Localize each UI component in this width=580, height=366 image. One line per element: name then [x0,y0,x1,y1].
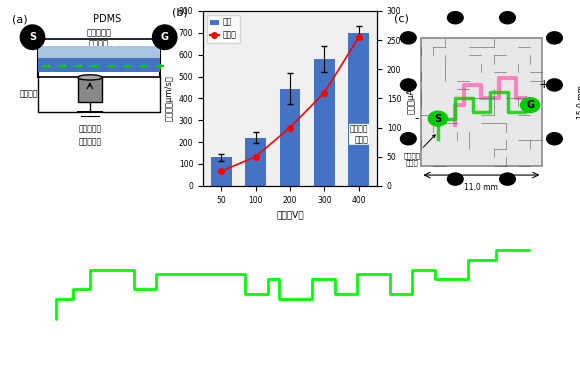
Text: G: G [161,32,169,42]
Text: PDMS: PDMS [93,15,121,25]
Circle shape [448,173,463,185]
Circle shape [521,98,540,112]
Bar [245,138,266,186]
Circle shape [153,25,177,49]
Text: 11.0 mm: 11.0 mm [465,183,498,192]
Text: S: S [434,113,441,124]
Ellipse shape [78,75,102,80]
Circle shape [400,133,416,145]
Text: (a): (a) [12,15,27,25]
Text: G: G [526,100,534,110]
Bar [78,78,102,102]
Text: ナノ電車の
移動方向: ナノ電車の 移動方向 [86,29,111,48]
Bar [420,38,542,166]
Circle shape [20,25,45,49]
Y-axis label: 速度値（μm/s）: 速度値（μm/s） [164,75,173,121]
Circle shape [546,133,563,145]
Text: (c): (c) [394,14,409,24]
Circle shape [500,173,516,185]
X-axis label: 電圧（V）: 電圧（V） [276,210,304,219]
Text: S: S [29,32,36,42]
Circle shape [400,32,416,44]
Text: 対物レンズ: 対物レンズ [78,124,102,134]
Bar [38,49,160,72]
Text: -: - [415,112,419,125]
Text: S: S [42,321,48,332]
Circle shape [546,79,563,91]
Text: ナノ鈴車
注入口: ナノ鈴車 注入口 [350,124,368,144]
Text: ナノ電車
注入口: ナノ電車 注入口 [403,135,435,167]
Text: (d): (d) [20,217,36,228]
Text: 500 μm: 500 μm [447,322,478,332]
Text: ガラス基板: ガラス基板 [78,137,102,146]
Circle shape [400,79,416,91]
Bar [38,46,160,58]
Circle shape [546,32,563,44]
Circle shape [500,12,516,24]
Text: +: + [539,78,549,92]
Bar [211,157,231,186]
Text: ナノ電車: ナノ電車 [20,90,38,99]
Legend: 速度, 電流値: 速度, 電流値 [207,15,240,43]
Bar [280,89,300,186]
Bar [38,39,160,78]
Circle shape [428,111,448,126]
Bar [349,33,369,186]
Text: G: G [535,237,542,247]
Y-axis label: 電流（μA）: 電流（μA） [407,83,416,114]
Text: (b): (b) [172,7,187,18]
Circle shape [448,12,463,24]
Bar [314,59,335,186]
Text: 15.0 mm: 15.0 mm [577,85,580,119]
